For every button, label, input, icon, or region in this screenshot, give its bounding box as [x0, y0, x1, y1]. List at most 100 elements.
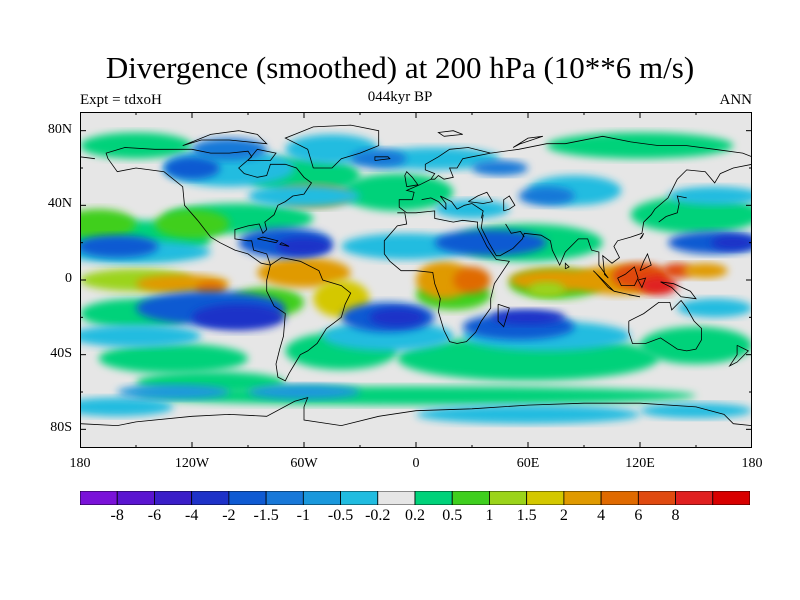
- divergence-contour-region: [369, 308, 426, 327]
- lon-tick-label: 60W: [290, 456, 318, 471]
- coastline: [660, 281, 697, 300]
- colorbar-label: 0.2: [405, 507, 425, 524]
- divergence-contour-region: [192, 138, 267, 161]
- coastline: [383, 147, 510, 344]
- colorbar-label: -6: [147, 507, 162, 524]
- coastline: [639, 252, 652, 272]
- lat-tick-label: 40N: [47, 196, 72, 212]
- divergence-contour-region: [80, 209, 136, 239]
- divergence-map: [80, 112, 752, 448]
- colorbar-swatch: [116, 490, 155, 506]
- divergence-contour-region: [518, 186, 575, 206]
- colorbar-swatch: [451, 490, 490, 506]
- coastline: [247, 148, 277, 161]
- map-subtitle: 044kyr BP: [367, 89, 433, 105]
- colorbar-swatch: [265, 490, 304, 506]
- divergence-contour-region: [416, 261, 472, 299]
- coastline: [639, 233, 645, 240]
- colorbar-swatch: [340, 490, 379, 506]
- colorbar-label: -0.5: [327, 507, 354, 524]
- coastline: [728, 344, 749, 367]
- coastline: [80, 156, 95, 160]
- divergence-contour-region: [490, 309, 566, 325]
- divergence-contour-region: [192, 304, 286, 331]
- divergence-contour-region: [341, 173, 454, 211]
- lon-tick-label: 0: [412, 456, 420, 471]
- season-label: ANN: [719, 92, 753, 108]
- colorbar-label: 1.5: [516, 507, 537, 524]
- colorbar-label: 2: [559, 507, 568, 524]
- divergence-contour-region: [350, 149, 407, 168]
- colorbar-swatch: [414, 490, 453, 506]
- coastline: [503, 195, 516, 212]
- colorbar-swatches: [79, 490, 751, 506]
- divergence-contour-region: [416, 405, 640, 424]
- colorbar-swatch: [154, 490, 193, 506]
- divergence-contour-region: [546, 132, 734, 159]
- coastline: [512, 135, 544, 148]
- lon-tick-label: 120E: [625, 456, 655, 471]
- colorbar-swatch: [526, 490, 565, 506]
- colorbar-swatch: [489, 490, 528, 506]
- coastlines: [80, 124, 752, 427]
- colorbar-swatch: [79, 490, 118, 506]
- colorbar-swatch: [675, 490, 714, 506]
- divergence-contour-region: [528, 281, 566, 297]
- colorbar-swatch: [377, 490, 416, 506]
- experiment-label: Expt = tdxoH: [80, 92, 162, 108]
- colorbar-swatch: [637, 490, 676, 506]
- divergence-contour-region: [276, 237, 332, 256]
- divergence-contour-region: [248, 384, 360, 400]
- lon-tick-label: 60E: [516, 456, 540, 471]
- coastline: [437, 130, 463, 137]
- coastline: [658, 195, 687, 223]
- divergence-contour-region: [630, 196, 752, 234]
- colorbar-label: -8: [110, 507, 124, 524]
- coastline: [266, 257, 352, 382]
- colorbar-label: 4: [597, 507, 606, 524]
- divergence-contour-region: [80, 235, 159, 258]
- divergence-contour-region: [248, 184, 360, 208]
- colorbar-label: 1: [485, 507, 494, 524]
- coastline: [105, 147, 313, 266]
- coastline: [617, 266, 639, 287]
- lon-tick-label: 180: [741, 456, 763, 471]
- coastline: [480, 163, 752, 279]
- coastline: [468, 191, 494, 204]
- map-panel: [80, 112, 752, 448]
- coastline: [613, 290, 641, 298]
- divergence-contour-region: [668, 186, 752, 206]
- divergence-contour-region: [453, 266, 491, 294]
- divergence-contour-region: [117, 384, 230, 400]
- coastline: [497, 303, 510, 328]
- divergence-contour-region: [164, 156, 220, 180]
- coastline: [628, 299, 702, 352]
- coastline: [564, 262, 570, 270]
- divergence-contour-region: [662, 263, 693, 279]
- colorbar-label: 6: [634, 507, 643, 524]
- lat-tick-label: 80S: [50, 420, 72, 436]
- coastline: [421, 195, 484, 219]
- coastline: [637, 277, 647, 289]
- axis-ticks: [80, 112, 752, 448]
- divergence-contour-region: [640, 276, 678, 295]
- coastline: [279, 242, 290, 247]
- coastline: [284, 124, 380, 169]
- coastline: [80, 396, 752, 427]
- divergence-contour-region: [682, 263, 728, 279]
- colorbar-label: -4: [184, 507, 199, 524]
- colorbar-label: -2: [222, 507, 236, 524]
- coastline: [505, 223, 525, 238]
- colorbar-swatch: [228, 490, 267, 506]
- colorbar: [79, 490, 751, 506]
- colorbar-swatch: [302, 490, 341, 506]
- colorbar-swatch: [191, 490, 230, 506]
- coastline: [404, 171, 419, 188]
- colorbar-label: -1.5: [253, 507, 279, 524]
- coastline: [257, 236, 279, 244]
- divergence-contour-region: [640, 326, 752, 364]
- colorbar-swatch: [600, 490, 639, 506]
- colorbar-label: 8: [671, 507, 680, 524]
- map-title: Divergence (smoothed) at 200 hPa (10**6 …: [105, 50, 695, 85]
- divergence-contour-region: [80, 132, 192, 159]
